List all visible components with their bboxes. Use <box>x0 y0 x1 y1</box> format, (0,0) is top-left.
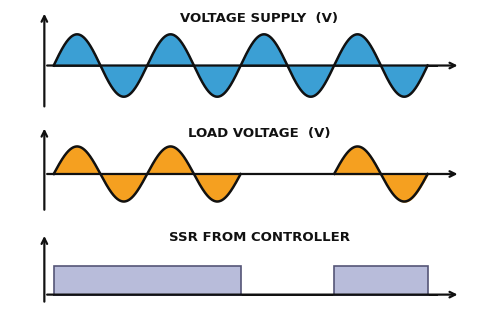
Text: LOAD VOLTAGE  (V): LOAD VOLTAGE (V) <box>188 127 330 140</box>
Bar <box>54 266 240 295</box>
Text: SSR FROM CONTROLLER: SSR FROM CONTROLLER <box>169 231 350 244</box>
Text: VOLTAGE SUPPLY  (V): VOLTAGE SUPPLY (V) <box>180 12 338 25</box>
Bar <box>334 266 428 295</box>
